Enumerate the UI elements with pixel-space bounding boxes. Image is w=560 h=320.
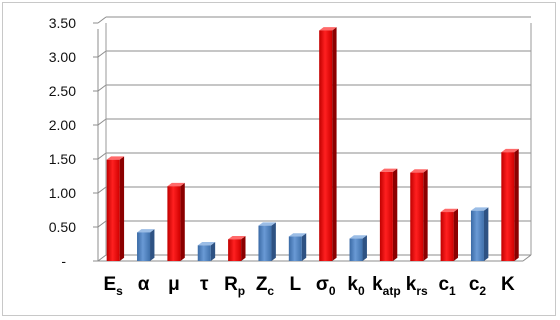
bar-front (106, 159, 120, 261)
gridline-depth (97, 152, 107, 160)
bar-krs (410, 169, 428, 261)
bar-side (271, 222, 276, 261)
bar-Rp (228, 235, 246, 261)
bar-front (349, 238, 363, 261)
x-category-label: Rp (224, 274, 245, 298)
floor-edge (522, 254, 532, 262)
gridline-depth (97, 84, 107, 92)
bar-top (106, 156, 125, 160)
axes (93, 22, 532, 262)
bar-front (501, 152, 515, 261)
bar-front (440, 212, 454, 261)
bar-top (379, 168, 398, 172)
bar-front (197, 245, 211, 261)
bar-c2 (470, 207, 489, 261)
x-category-label: katp (372, 274, 401, 298)
bar-c1 (440, 208, 459, 261)
x-category-label: c2 (469, 274, 487, 298)
x-category-label: Zc (256, 274, 275, 298)
bar-side (483, 207, 489, 261)
x-category-label: k0 (347, 274, 365, 298)
bar-side (210, 242, 216, 261)
gridline-depth (97, 16, 107, 24)
gridline-depth (97, 118, 107, 126)
bar-τ (197, 242, 216, 261)
x-category-label: c1 (438, 274, 456, 298)
x-category-label: μ (168, 274, 180, 295)
bar-top (228, 235, 246, 240)
bar-top (410, 169, 428, 173)
bar-front (167, 186, 181, 261)
bar-top (197, 242, 216, 246)
bar-K (501, 148, 519, 261)
gridline-depth (97, 220, 107, 228)
gridline-depth (97, 186, 107, 194)
bar-top (167, 182, 185, 187)
bar-side (332, 27, 337, 262)
bar-front (319, 30, 333, 262)
bar-top (440, 208, 459, 213)
bar-μ (167, 182, 185, 261)
bar-front (258, 225, 272, 261)
y-tick-label: 2.00 (49, 117, 76, 133)
y-tick-label: 1.00 (49, 185, 76, 201)
y-tick-label: - (61, 253, 66, 269)
bar-L (288, 233, 307, 261)
bar-side (150, 229, 155, 261)
bar-side (180, 182, 185, 261)
gridlines (97, 16, 531, 262)
bar-front (470, 210, 484, 261)
y-tick-label: 2.50 (49, 83, 76, 99)
x-category-label: τ (200, 274, 209, 295)
y-tick-label: 3.00 (49, 49, 76, 65)
gridline-depth (97, 254, 107, 262)
bar-front (137, 232, 151, 261)
x-category-label: σ0 (316, 274, 336, 298)
bar-front (410, 172, 424, 261)
gridline-depth (97, 50, 107, 58)
bar-chart: - 0.50 1.00 1.50 2.00 2.50 3.00 3.50 Es α μ τ Rp Zc L… (49, 15, 532, 298)
bar-top (288, 233, 307, 237)
bar-side (514, 148, 519, 261)
bar-top (349, 235, 367, 239)
bar-k0 (349, 235, 367, 261)
x-category-label: krs (406, 274, 428, 298)
bar-side (301, 233, 307, 261)
bar-side (241, 235, 246, 261)
bar-top (470, 207, 489, 211)
chart-frame: - 0.50 1.00 1.50 2.00 2.50 3.00 3.50 Es α μ τ Rp Zc L… (2, 2, 556, 316)
bar-Zc (258, 222, 276, 261)
bar-side (119, 156, 125, 261)
bar-top (258, 222, 276, 226)
bar-front (379, 171, 393, 261)
y-axis-tick-labels: - 0.50 1.00 1.50 2.00 2.50 3.00 3.50 (49, 15, 76, 269)
bar-α (137, 229, 155, 261)
bars (106, 27, 519, 262)
bar-top (501, 148, 519, 153)
bar-σ0 (319, 27, 337, 262)
x-category-label: K (501, 274, 515, 295)
y-tick-label: 1.50 (49, 151, 76, 167)
bar-top (319, 27, 337, 31)
bar-front (288, 236, 302, 261)
y-tick-label: 0.50 (49, 219, 76, 235)
bar-side (423, 169, 428, 261)
bar-top (137, 229, 155, 233)
bar-katp (379, 168, 398, 261)
x-category-label: Es (103, 274, 123, 298)
x-category-label: L (290, 274, 302, 295)
bar-Es (106, 156, 125, 261)
bar-side (453, 208, 459, 261)
bar-front (228, 239, 242, 261)
x-category-label: α (138, 274, 150, 295)
y-tick-label: 3.50 (49, 15, 76, 31)
bar-side (392, 168, 398, 261)
bar-side (362, 235, 367, 261)
